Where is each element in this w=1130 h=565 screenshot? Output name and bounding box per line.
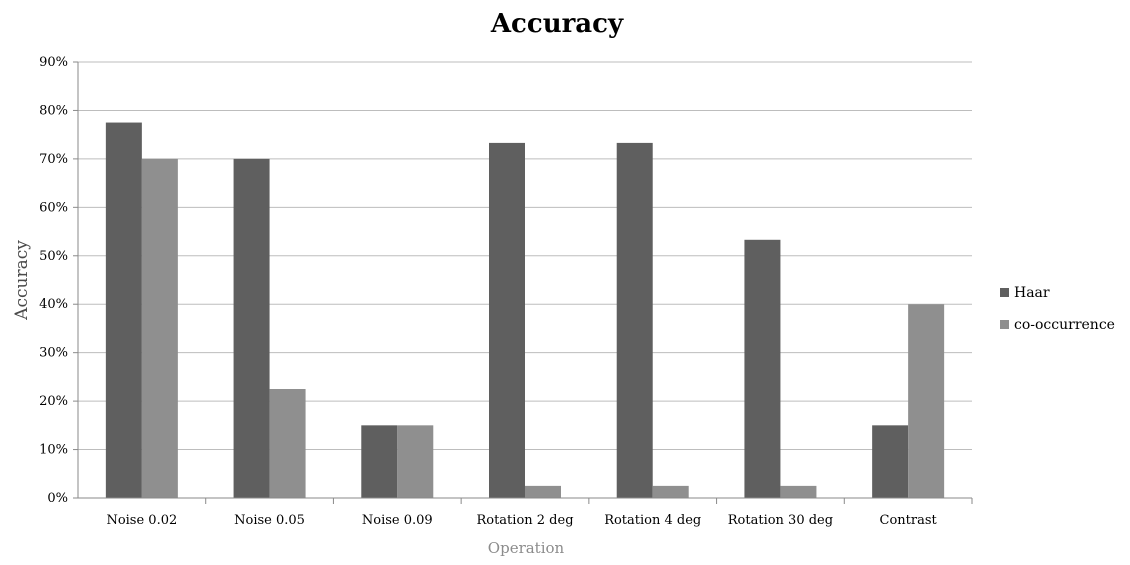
- x-axis-label: Operation: [488, 539, 565, 557]
- y-tick-label: 0%: [47, 491, 68, 506]
- x-tick-label: Contrast: [880, 513, 938, 528]
- bar-haar: [744, 239, 781, 498]
- y-tick-label: 10%: [39, 443, 68, 458]
- bar-haar: [233, 158, 270, 498]
- bar-haar: [872, 425, 909, 498]
- y-tick-labels: 0% 10% 20% 30% 40% 50% 60% 70% 80% 90%: [39, 55, 68, 506]
- y-tick-label: 80%: [39, 103, 68, 118]
- bar-co-occurrence: [908, 304, 945, 498]
- y-tick-label: 60%: [39, 200, 68, 215]
- bar-haar: [105, 122, 142, 499]
- x-tick-label: Noise 0.09: [362, 513, 433, 528]
- y-tick-label: 50%: [39, 249, 68, 264]
- bar-co-occurrence: [269, 389, 306, 498]
- legend-label: Haar: [1014, 285, 1050, 301]
- bar-haar: [616, 142, 653, 498]
- legend: Haar co-occurrence: [1000, 285, 1115, 333]
- bar-haar: [361, 425, 398, 498]
- x-tick-label: Rotation 2 deg: [476, 513, 573, 528]
- bar-co-occurrence: [141, 158, 178, 498]
- bar-haar: [489, 142, 525, 498]
- x-tick-labels: Noise 0.02 Noise 0.05 Noise 0.09 Rotation 2…: [106, 513, 937, 528]
- chart-title: Accuracy: [490, 9, 624, 39]
- x-tick-label: Noise 0.02: [106, 513, 177, 528]
- y-tick-label: 30%: [39, 346, 68, 361]
- y-tick-label: 20%: [39, 394, 68, 409]
- bar-co-occurrence: [780, 485, 817, 498]
- bar-co-occurrence: [397, 425, 434, 498]
- bars: [105, 122, 945, 499]
- y-tick-label: 70%: [39, 152, 68, 167]
- axes: [77, 62, 972, 499]
- legend-swatch: [1000, 320, 1009, 329]
- x-tick-label: Noise 0.05: [234, 513, 305, 528]
- bar-co-occurrence: [652, 485, 689, 498]
- legend-swatch: [1000, 288, 1009, 297]
- y-tick-label: 90%: [39, 55, 68, 70]
- legend-label: co-occurrence: [1014, 317, 1115, 333]
- x-tick-label: Rotation 30 deg: [728, 513, 833, 528]
- bar-co-occurrence: [525, 485, 561, 498]
- x-tick-label: Rotation 4 deg: [604, 513, 701, 528]
- y-tick-label: 40%: [39, 297, 68, 312]
- y-axis-label: Accuracy: [12, 240, 32, 321]
